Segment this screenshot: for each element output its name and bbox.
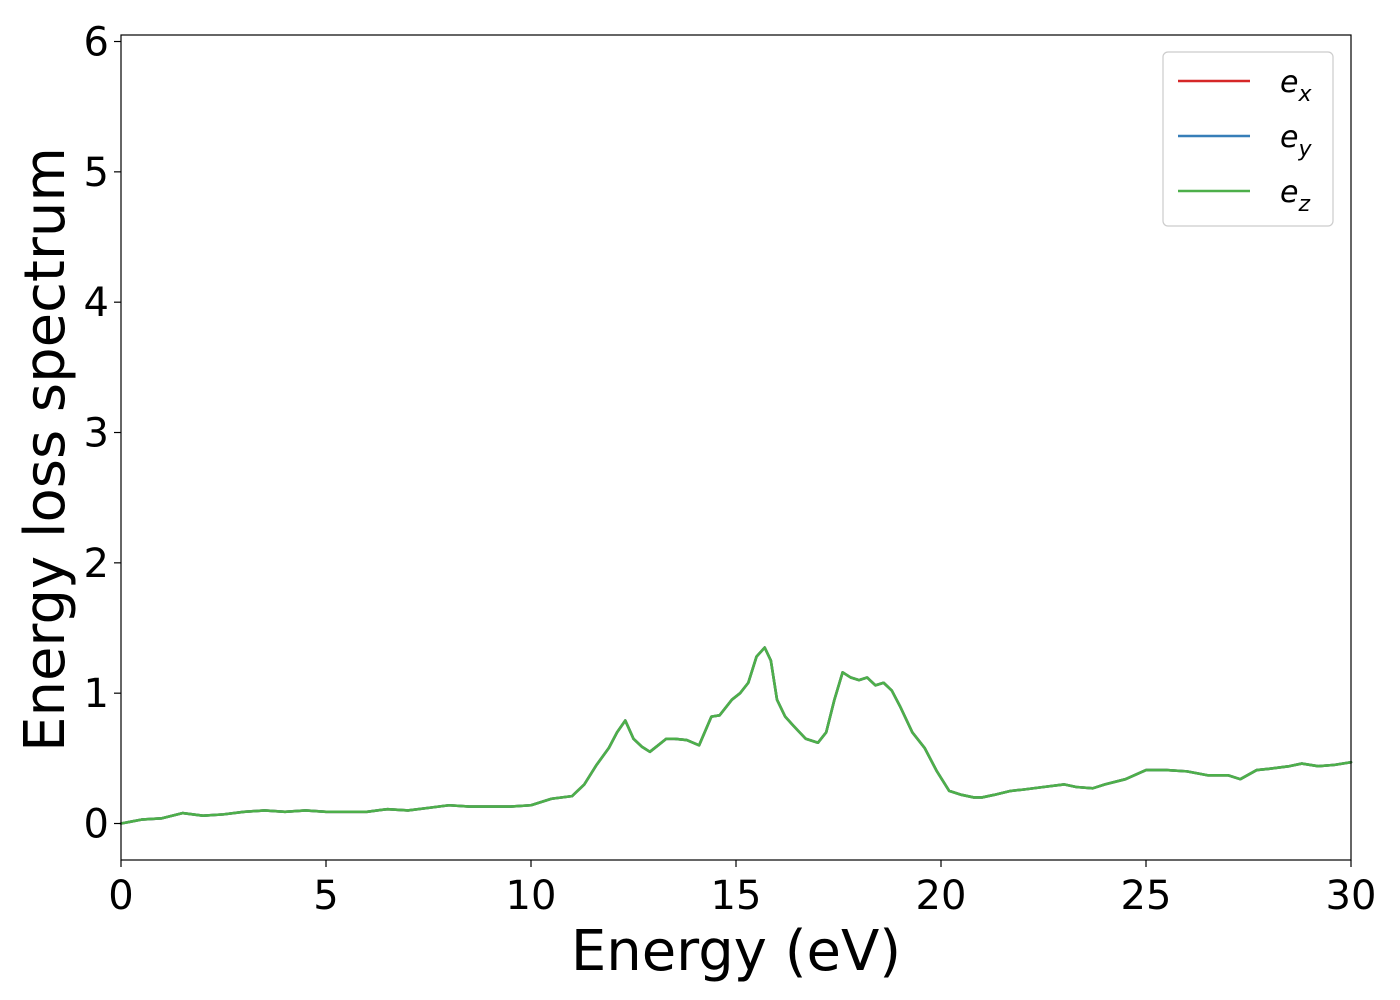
x-tick-label: 10 xyxy=(506,873,557,919)
legend-label-x: ex xyxy=(1280,65,1312,107)
legend-label-y: ey xyxy=(1280,120,1312,162)
series-layer xyxy=(119,646,1353,825)
y-tick-label: 1 xyxy=(84,671,109,717)
x-tick-label: 30 xyxy=(1326,873,1377,919)
legend-box xyxy=(1162,51,1334,227)
y-tick-label: 3 xyxy=(84,411,109,457)
y-tick-label: 6 xyxy=(84,20,109,66)
y-tick-label: 2 xyxy=(84,541,109,587)
x-tick-label: 15 xyxy=(711,873,762,919)
y-tick-label: 4 xyxy=(84,280,109,326)
series-line-z xyxy=(119,646,1353,825)
x-tick-label: 25 xyxy=(1121,873,1172,919)
y-tick-label: 0 xyxy=(84,802,109,848)
y-axis: 0 1 2 3 4 5 6 xyxy=(84,20,121,848)
x-tick-label: 20 xyxy=(916,873,967,919)
legend: ex ey ez xyxy=(1162,51,1334,227)
x-tick-label: 5 xyxy=(313,873,338,919)
y-axis-label: Energy loss spectrum xyxy=(13,147,78,752)
y-tick-label: 5 xyxy=(84,150,109,196)
x-axis: 0 5 10 15 20 25 30 xyxy=(108,860,1376,919)
x-axis-label: Energy (eV) xyxy=(571,919,901,984)
legend-label-z: ez xyxy=(1280,175,1310,217)
series-line-x xyxy=(119,646,1353,825)
series-line-y xyxy=(119,646,1353,825)
x-tick-label: 0 xyxy=(108,873,133,919)
